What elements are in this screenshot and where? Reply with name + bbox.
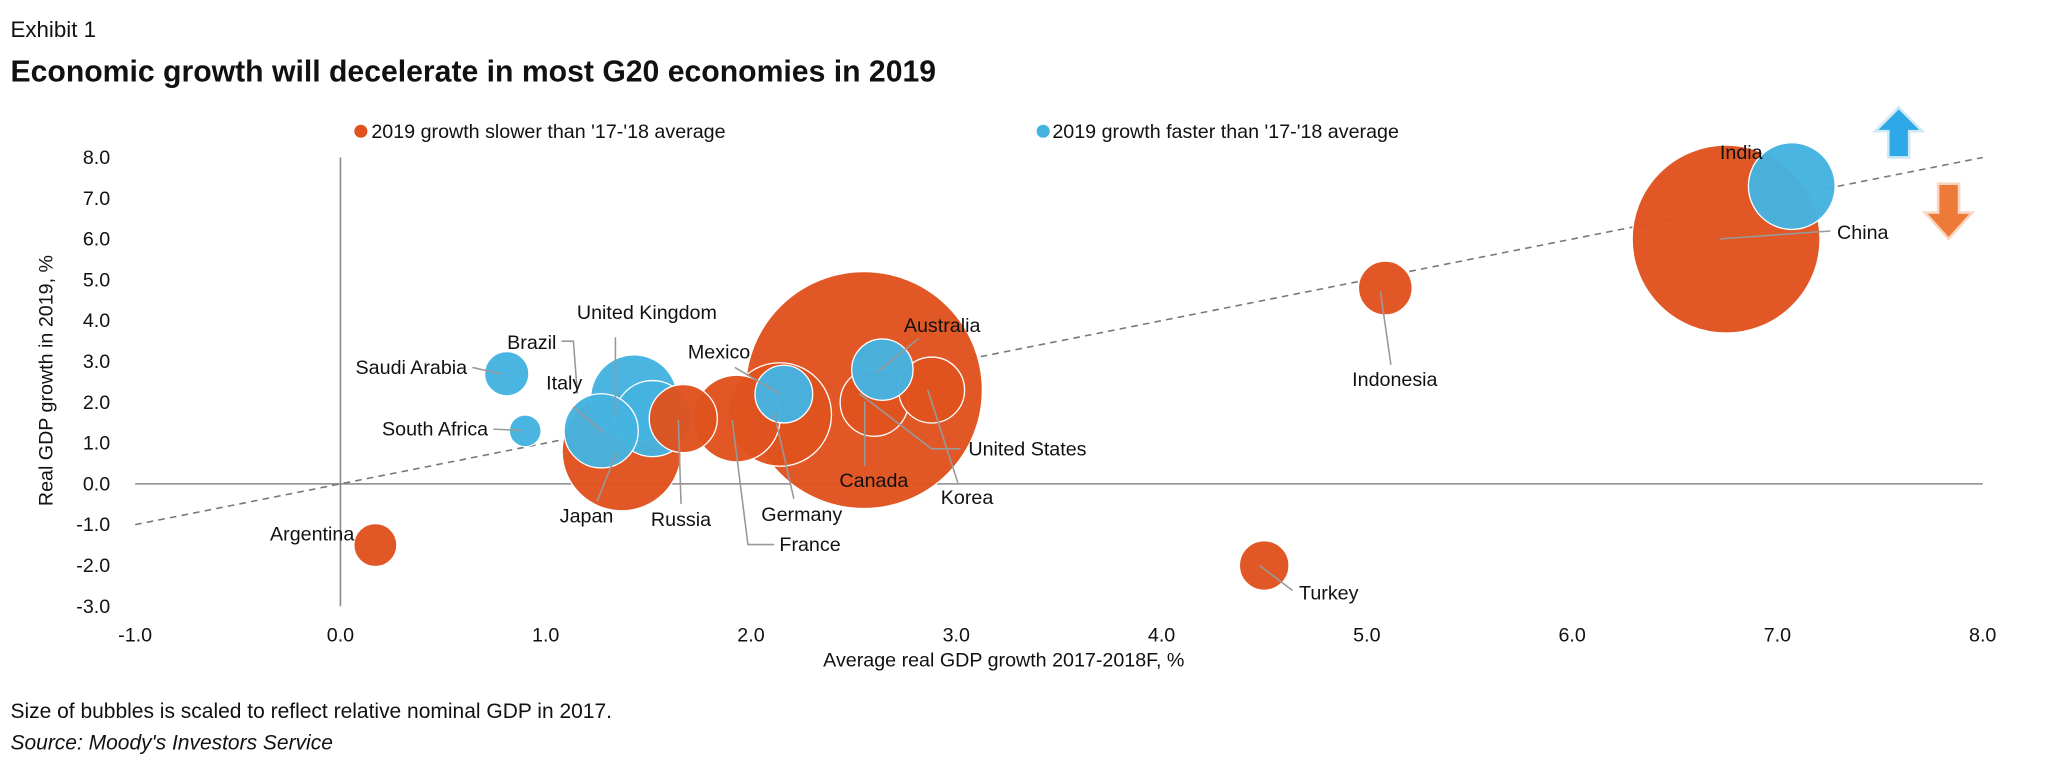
x-tick-label: -1.0 bbox=[118, 625, 152, 647]
leader-line-saudi-arabia bbox=[472, 366, 502, 375]
leader-line-germany bbox=[773, 413, 795, 499]
leader-line-russia bbox=[677, 419, 682, 504]
y-tick-label: 6.0 bbox=[83, 229, 110, 251]
bubble-australia bbox=[851, 338, 914, 401]
bubble-india bbox=[1747, 142, 1836, 231]
x-tick-label: 6.0 bbox=[1558, 625, 1585, 647]
y-tick-label: 7.0 bbox=[83, 188, 110, 210]
legend-marker-faster bbox=[1036, 124, 1050, 138]
footnote: Size of bubbles is scaled to reflect rel… bbox=[10, 700, 612, 723]
leader-line-japan bbox=[596, 452, 618, 502]
leader-line-australia bbox=[877, 337, 920, 372]
axes: -1.0 0.0 1.0 2.0 3.0 4.0 5.0 6.0 7.0 8.0 8.0 7.0 6.0… bbox=[76, 147, 1996, 647]
y-tick-label: 0.0 bbox=[83, 473, 110, 495]
source-note: Source: Moody's Investors Service bbox=[10, 731, 332, 754]
point-label-mexico: Mexico bbox=[688, 341, 750, 363]
point-label-canada: Canada bbox=[839, 470, 908, 492]
y-tick-label: 3.0 bbox=[83, 351, 110, 373]
bubble-mexico bbox=[754, 364, 814, 424]
x-axis-title: Average real GDP growth 2017-2018F, % bbox=[823, 650, 1184, 672]
x-tick-label: 5.0 bbox=[1353, 625, 1380, 647]
legend-marker-slower bbox=[354, 124, 368, 138]
point-label-argentina: Argentina bbox=[270, 524, 354, 546]
x-tick-label: 7.0 bbox=[1764, 625, 1791, 647]
arrow-up-icon bbox=[1871, 105, 1926, 159]
point-label-india: India bbox=[1720, 142, 1763, 164]
point-label-turkey: Turkey bbox=[1299, 583, 1359, 605]
arrow-down-icon bbox=[1922, 182, 1976, 241]
point-label-germany: Germany bbox=[761, 504, 842, 526]
leader-line-united-states bbox=[858, 393, 961, 450]
y-tick-label: 5.0 bbox=[83, 269, 110, 291]
point-labels: China United States Japan Germany France Russ… bbox=[270, 142, 1888, 605]
leader-line-china bbox=[1720, 230, 1831, 240]
bubble-south-africa bbox=[508, 414, 542, 448]
point-label-united-states: United States bbox=[968, 438, 1086, 460]
point-label-france: France bbox=[779, 534, 840, 556]
bubble-russia bbox=[648, 383, 718, 454]
bubble-indonesia bbox=[1357, 260, 1413, 316]
leader-line-italy bbox=[572, 406, 605, 434]
y-tick-label: -1.0 bbox=[76, 514, 110, 536]
legend: 2019 growth slower than '17-'18 average … bbox=[354, 121, 1399, 143]
leader-line-france bbox=[731, 419, 775, 546]
bubble-saudi-arabia bbox=[483, 350, 530, 397]
point-label-south-africa: South Africa bbox=[382, 419, 488, 441]
point-label-indonesia: Indonesia bbox=[1352, 369, 1437, 391]
leader-line-mexico bbox=[734, 366, 780, 395]
bubbles bbox=[353, 142, 1836, 591]
point-label-brazil: Brazil bbox=[507, 332, 556, 354]
y-axis-title: Real GDP growth in 2019, % bbox=[35, 255, 57, 506]
point-label-japan: Japan bbox=[560, 505, 614, 527]
point-label-australia: Australia bbox=[904, 315, 981, 337]
x-tick-label: 1.0 bbox=[532, 625, 559, 647]
y-tick-label: 1.0 bbox=[83, 433, 110, 455]
x-tick-label: 4.0 bbox=[1148, 625, 1175, 647]
chart-title: Economic growth will decelerate in most … bbox=[10, 55, 936, 88]
point-label-italy: Italy bbox=[546, 373, 582, 395]
x-tick-label: 3.0 bbox=[943, 625, 970, 647]
point-label-korea: Korea bbox=[941, 487, 994, 509]
point-label-united-kingdom: United Kingdom bbox=[577, 302, 717, 324]
point-label-saudi-arabia: Saudi Arabia bbox=[356, 357, 468, 379]
leader-line-brazil bbox=[561, 340, 579, 394]
y-tick-label: 8.0 bbox=[83, 147, 110, 169]
leader-line-indonesia bbox=[1379, 291, 1392, 365]
y-tick-label: -2.0 bbox=[76, 555, 110, 577]
x-tick-label: 8.0 bbox=[1969, 625, 1996, 647]
point-label-china: China bbox=[1837, 222, 1888, 244]
bubble-argentina bbox=[353, 522, 398, 568]
legend-label-faster: 2019 growth faster than '17-'18 average bbox=[1052, 121, 1399, 143]
leader-line-south-africa bbox=[493, 428, 521, 432]
legend-label-slower: 2019 growth slower than '17-'18 average bbox=[371, 121, 725, 143]
x-tick-label: 2.0 bbox=[737, 625, 764, 647]
y-tick-label: -3.0 bbox=[76, 596, 110, 618]
x-tick-label: 0.0 bbox=[327, 625, 354, 647]
point-label-russia: Russia bbox=[651, 509, 711, 531]
y-tick-label: 2.0 bbox=[83, 392, 110, 414]
y-tick-label: 4.0 bbox=[83, 310, 110, 332]
leader-line-turkey bbox=[1259, 564, 1293, 592]
leader-line-korea bbox=[926, 389, 959, 484]
exhibit-label: Exhibit 1 bbox=[10, 17, 96, 42]
